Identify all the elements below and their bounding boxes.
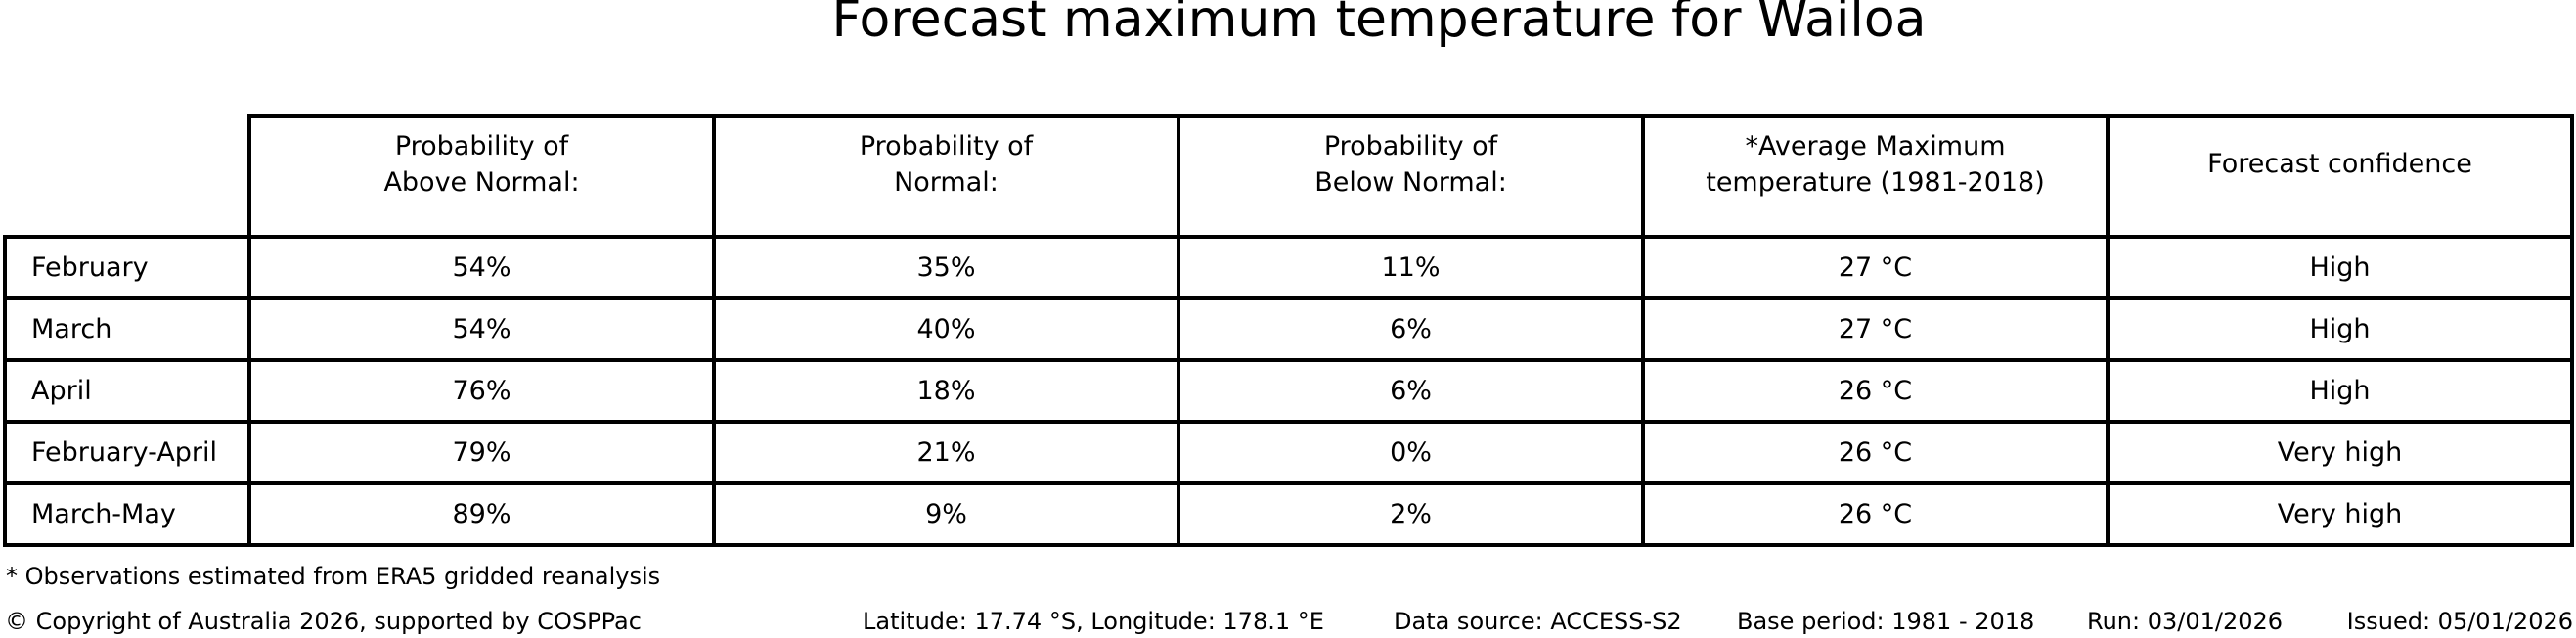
cell-below-normal: 6% (1177, 296, 1645, 362)
cell-above-normal: 89% (247, 481, 716, 547)
cell-forecast-confidence: High (2106, 235, 2574, 300)
cell-avg-max-temp: 26 °C (1641, 481, 2110, 547)
cell-normal: 40% (712, 296, 1180, 362)
page-title: Forecast maximum temperature for Wailoa (831, 0, 1927, 49)
cell-above-normal: 54% (247, 235, 716, 300)
cell-forecast-confidence: High (2106, 358, 2574, 424)
cell-forecast-confidence: Very high (2106, 481, 2574, 547)
cell-normal: 18% (712, 358, 1180, 424)
row-label: February-April (3, 420, 251, 485)
cell-avg-max-temp: 26 °C (1641, 358, 2110, 424)
footnote: * Observations estimated from ERA5 gridd… (6, 563, 661, 590)
cell-avg-max-temp: 27 °C (1641, 296, 2110, 362)
footer-copyright: © Copyright of Australia 2026, supported… (5, 608, 642, 635)
cell-avg-max-temp: 27 °C (1641, 235, 2110, 300)
cell-normal: 9% (712, 481, 1180, 547)
cell-normal: 35% (712, 235, 1180, 300)
table-row-march: March 54% 40% 6% 27 °C High (3, 296, 2574, 362)
col-header-avg-max-temp: *Average Maximum temperature (1981-2018) (1641, 114, 2110, 239)
header-row: Probability of Above Normal: Probability… (5, 114, 2574, 239)
forecast-table: Probability of Above Normal: Probability… (3, 114, 2574, 547)
corner-cell (5, 116, 249, 237)
col-header-normal: Probability of Normal: (712, 114, 1180, 239)
table-row-march-may: March-May 89% 9% 2% 26 °C Very high (3, 481, 2574, 547)
footer-base-period: Base period: 1981 - 2018 (1737, 608, 2035, 635)
table-row-february-april: February-April 79% 21% 0% 26 °C Very hig… (3, 420, 2574, 485)
cell-below-normal: 6% (1177, 358, 1645, 424)
cell-avg-max-temp: 26 °C (1641, 420, 2110, 485)
row-label: February (3, 235, 251, 300)
cell-normal: 21% (712, 420, 1180, 485)
footer-location: Latitude: 17.74 °S, Longitude: 178.1 °E (863, 608, 1324, 635)
cell-above-normal: 76% (247, 358, 716, 424)
col-header-above-normal: Probability of Above Normal: (247, 114, 716, 239)
footer-run-date: Run: 03/01/2026 (2087, 608, 2284, 635)
row-label: March (3, 296, 251, 362)
cell-above-normal: 79% (247, 420, 716, 485)
row-label: April (3, 358, 251, 424)
col-header-below-normal: Probability of Below Normal: (1177, 114, 1645, 239)
row-label: March-May (3, 481, 251, 547)
table-row-february: February 54% 35% 11% 27 °C High (3, 235, 2574, 300)
cell-below-normal: 0% (1177, 420, 1645, 485)
footer-issued-date: Issued: 05/01/2026 (2346, 608, 2573, 635)
cell-below-normal: 2% (1177, 481, 1645, 547)
cell-above-normal: 54% (247, 296, 716, 362)
cell-forecast-confidence: High (2106, 296, 2574, 362)
col-header-forecast-confidence: Forecast confidence (2106, 114, 2574, 239)
table-row-april: April 76% 18% 6% 26 °C High (3, 358, 2574, 424)
cell-forecast-confidence: Very high (2106, 420, 2574, 485)
cell-below-normal: 11% (1177, 235, 1645, 300)
footer-data-source: Data source: ACCESS-S2 (1394, 608, 1682, 635)
